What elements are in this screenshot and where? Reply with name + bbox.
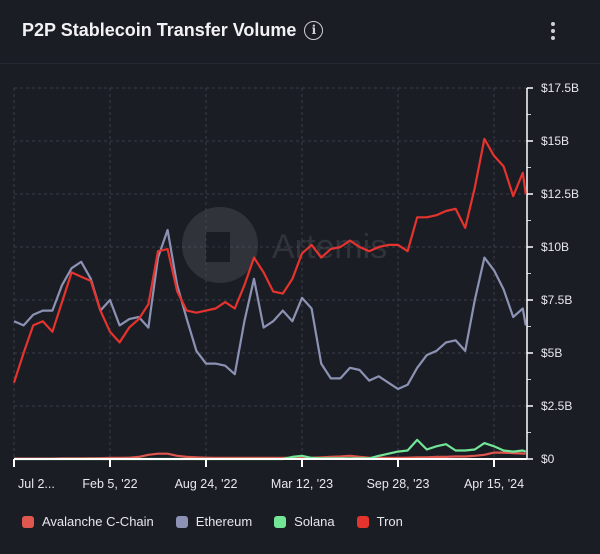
legend-label: Tron: [376, 514, 403, 529]
header-divider: [0, 63, 600, 64]
legend-swatch: [356, 515, 369, 528]
y-tick-label: $15B: [541, 134, 569, 148]
legend-item[interactable]: Avalanche C-Chain: [22, 514, 154, 529]
more-vertical-icon[interactable]: [545, 20, 561, 44]
legend-item[interactable]: Tron: [356, 514, 403, 529]
legend-label: Solana: [294, 514, 335, 529]
legend-item[interactable]: Solana: [274, 514, 335, 529]
chart-title: P2P Stablecoin Transfer Volume: [22, 20, 297, 40]
y-tick-label: $7.5B: [541, 293, 572, 307]
x-tick-label: Mar 12, '23: [271, 477, 333, 491]
y-tick-label: $17.5B: [541, 81, 579, 95]
y-tick-label: $10B: [541, 240, 569, 254]
series-line-tron: [12, 137, 527, 384]
y-tick-label: $0: [541, 452, 555, 466]
x-tick-label: Feb 5, '22: [82, 477, 137, 491]
legend: Avalanche C-Chain Ethereum Solana Tron: [22, 514, 403, 529]
watermark-logo-icon: [182, 207, 258, 283]
legend-swatch: [175, 515, 188, 528]
title-row: P2P Stablecoin Transfer Volume i: [22, 20, 324, 41]
x-tick-label: Aug 24, '22: [175, 477, 238, 491]
legend-label: Avalanche C-Chain: [42, 514, 154, 529]
legend-swatch: [22, 515, 34, 528]
x-tick-label: Jul 2...: [18, 477, 55, 491]
x-tick-label: Sep 28, '23: [367, 477, 430, 491]
legend-item[interactable]: Ethereum: [175, 514, 253, 529]
series-line-ethereum: [13, 228, 527, 391]
y-tick-label: $12.5B: [541, 187, 579, 201]
info-icon[interactable]: i: [304, 21, 324, 40]
watermark-logo-glyph: [206, 232, 230, 262]
watermark: Artemis: [182, 207, 387, 283]
chart-header: P2P Stablecoin Transfer Volume i: [0, 0, 600, 64]
legend-swatch: [274, 515, 287, 528]
y-tick-label: $5B: [541, 346, 562, 360]
series-line-avalanche-c-chain: [14, 451, 526, 460]
y-tick-label: $2.5B: [541, 399, 572, 413]
legend-label: Ethereum: [195, 514, 253, 529]
x-tick-label: Apr 15, '24: [464, 477, 524, 491]
watermark-text: Artemis: [272, 228, 387, 266]
